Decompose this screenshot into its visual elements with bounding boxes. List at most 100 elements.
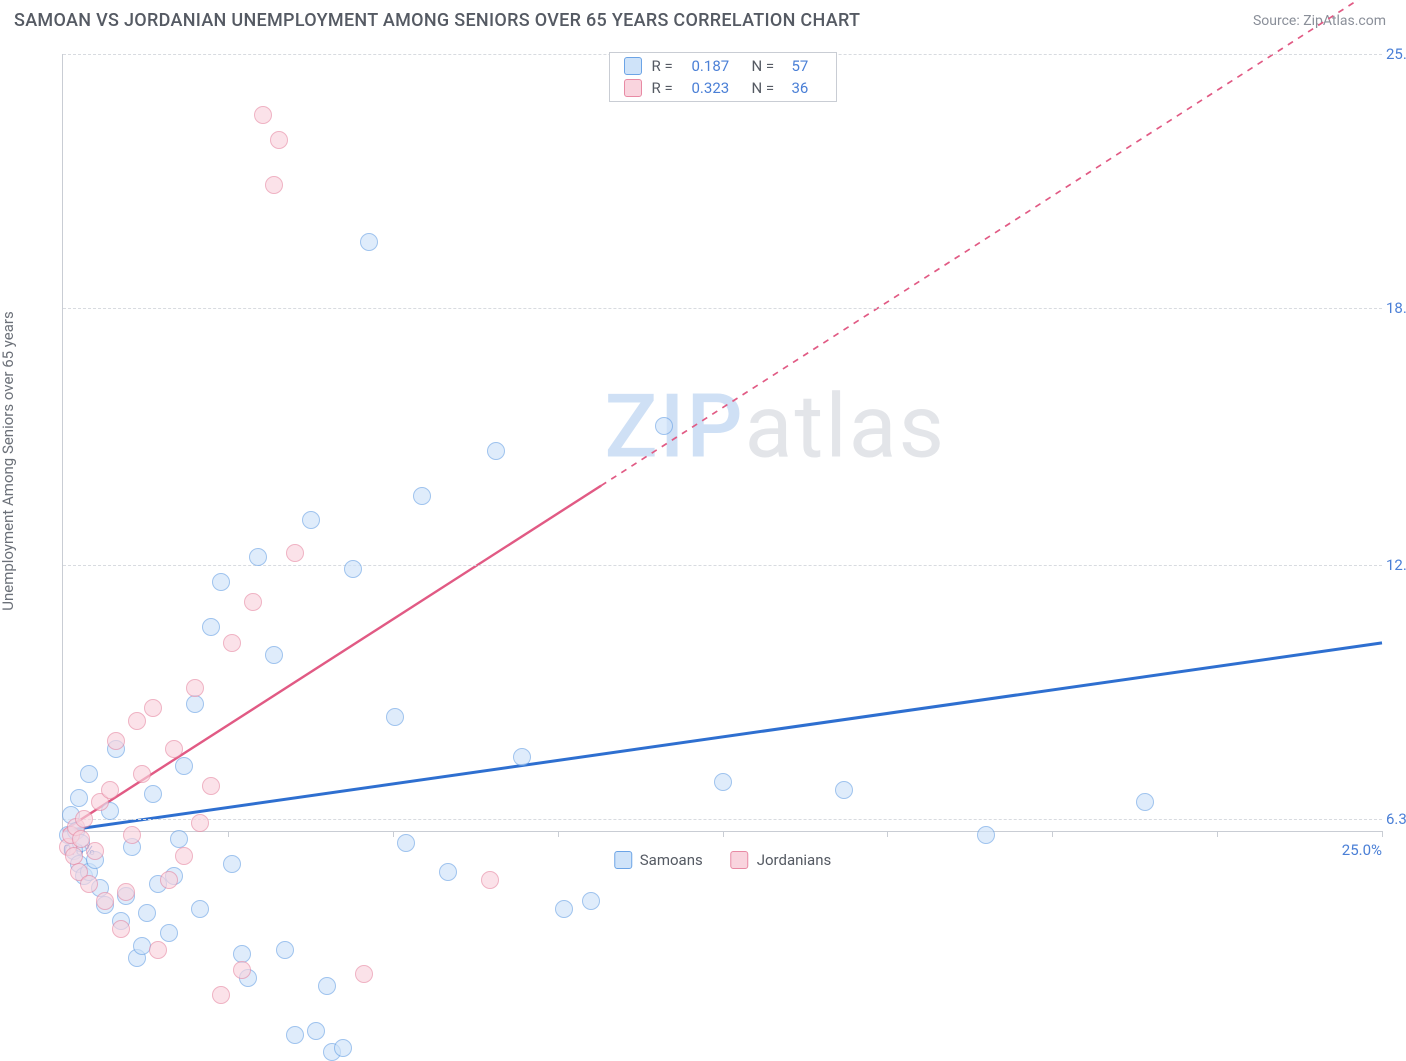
data-point [186, 679, 204, 697]
data-point [138, 904, 156, 922]
legend-row: R = 0.187 N = 57 [610, 55, 836, 77]
data-point [386, 708, 404, 726]
data-point [344, 560, 362, 578]
data-point [212, 573, 230, 591]
data-point [165, 740, 183, 758]
data-point [223, 855, 241, 873]
x-max-label: 25.0% [1342, 841, 1382, 859]
data-point [397, 834, 415, 852]
x-tick-mark [228, 831, 229, 837]
data-point [202, 618, 220, 636]
data-point [286, 1026, 304, 1044]
x-tick-mark [558, 831, 559, 837]
x-tick-mark [887, 831, 888, 837]
data-point [276, 941, 294, 959]
data-point [1136, 793, 1154, 811]
legend-swatch [624, 57, 642, 75]
data-point [555, 900, 573, 918]
legend-label: Jordanians [757, 851, 832, 869]
series-legend: Samoans Jordanians [614, 851, 831, 869]
data-point [144, 785, 162, 803]
data-point [202, 777, 220, 795]
data-point [96, 892, 114, 910]
data-point [481, 871, 499, 889]
n-value: 36 [792, 79, 822, 97]
data-point [286, 544, 304, 562]
data-point [307, 1022, 325, 1040]
data-point [133, 765, 151, 783]
legend-row: R = 0.323 N = 36 [610, 77, 836, 99]
source-prefix: Source: [1253, 13, 1303, 29]
data-point [65, 847, 83, 865]
r-value: 0.187 [692, 57, 742, 75]
data-point [107, 732, 125, 750]
chart-title: SAMOAN VS JORDANIAN UNEMPLOYMENT AMONG S… [14, 10, 860, 31]
data-point [186, 695, 204, 713]
data-point [977, 826, 995, 844]
data-point [233, 945, 251, 963]
data-point [334, 1039, 352, 1057]
y-tick-label: 12.5% [1386, 556, 1406, 574]
data-point [439, 863, 457, 881]
y-tick-label: 18.8% [1386, 299, 1406, 317]
data-point [191, 900, 209, 918]
n-label: N = [752, 57, 782, 75]
r-label: R = [652, 79, 682, 97]
correlation-legend: R = 0.187 N = 57 R = 0.323 N = 36 [609, 52, 837, 102]
x-tick-mark [723, 831, 724, 837]
chart-header: SAMOAN VS JORDANIAN UNEMPLOYMENT AMONG S… [0, 0, 1406, 37]
data-point [80, 765, 98, 783]
y-axis-label: Unemployment Among Seniors over 65 years [0, 311, 17, 610]
legend-swatch [624, 79, 642, 97]
y-tick-label: 25.0% [1386, 45, 1406, 63]
data-point [128, 712, 146, 730]
data-point [513, 748, 531, 766]
data-point [270, 131, 288, 149]
x-tick-mark [393, 831, 394, 837]
data-point [117, 883, 135, 901]
data-point [254, 106, 272, 124]
data-point [75, 810, 93, 828]
legend-label: Samoans [640, 851, 703, 869]
data-point [144, 699, 162, 717]
n-label: N = [752, 79, 782, 97]
x-tick-mark [1382, 831, 1383, 837]
data-point [355, 965, 373, 983]
data-point [487, 442, 505, 460]
data-point [123, 826, 141, 844]
y-tick-label: 6.3% [1386, 810, 1406, 828]
data-point [101, 781, 119, 799]
data-point [233, 961, 251, 979]
data-point [149, 941, 167, 959]
data-point [160, 924, 178, 942]
data-point [655, 417, 673, 435]
data-point [175, 847, 193, 865]
watermark-part1: ZIP [605, 375, 745, 478]
data-point [70, 789, 88, 807]
r-value: 0.323 [692, 79, 742, 97]
source-name: ZipAtlas.com [1303, 13, 1386, 29]
data-point [835, 781, 853, 799]
data-point [318, 977, 336, 995]
data-point [413, 487, 431, 505]
watermark-part2: atlas [745, 375, 946, 478]
chart-container: Unemployment Among Seniors over 65 years… [14, 44, 1392, 878]
legend-item: Samoans [614, 851, 703, 869]
legend-swatch [614, 851, 632, 869]
r-label: R = [652, 57, 682, 75]
data-point [170, 830, 188, 848]
legend-swatch [731, 851, 749, 869]
data-point [112, 920, 130, 938]
data-point [212, 986, 230, 1004]
data-point [714, 773, 732, 791]
data-point [175, 757, 193, 775]
data-point [223, 634, 241, 652]
x-tick-mark [1217, 831, 1218, 837]
data-point [244, 593, 262, 611]
data-point [360, 233, 378, 251]
data-point [302, 511, 320, 529]
data-point [249, 548, 267, 566]
data-point [265, 646, 283, 664]
plot-area: ZIPatlas R =0.187N =57R =0.323N =36 Samo… [62, 54, 1382, 832]
n-value: 57 [792, 57, 822, 75]
